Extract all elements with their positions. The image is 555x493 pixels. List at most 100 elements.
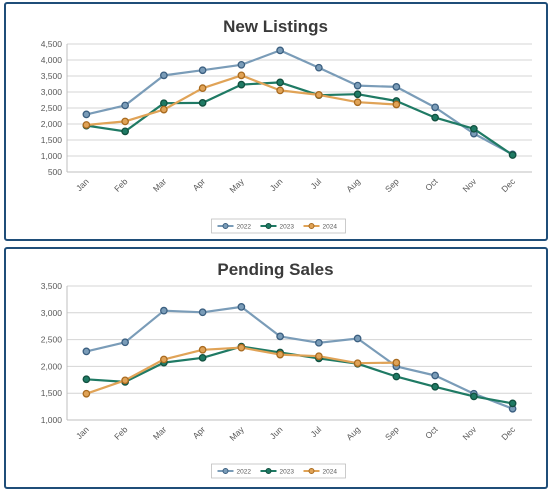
- x-tick-label: Mar: [151, 176, 169, 194]
- y-tick-label: 3,000: [41, 308, 63, 318]
- x-tick-label: Dec: [499, 424, 517, 442]
- data-point-2023-dec: [508, 399, 517, 408]
- x-tick-label: Oct: [423, 176, 440, 193]
- x-tick-label: Nov: [461, 176, 479, 194]
- y-tick-label: 3,500: [41, 71, 63, 81]
- legend-label-2023: 2023: [280, 468, 295, 475]
- data-point-2024-feb: [121, 117, 129, 126]
- data-point-2022-feb: [121, 338, 129, 347]
- x-tick-label: Sep: [383, 424, 401, 442]
- y-tick-label: 1,500: [41, 388, 63, 398]
- data-point-2023-feb: [121, 127, 129, 136]
- legend-marker-2024: [308, 468, 315, 474]
- x-tick-label: Jun: [268, 424, 285, 441]
- data-point-2024-mar: [160, 105, 168, 114]
- legend-marker-2022: [222, 468, 229, 474]
- new-listings-chart-panel: New Listings 500 1,000 1,500 2,000 2,500 3,000…: [4, 2, 548, 241]
- data-point-2024-jan: [82, 121, 91, 129]
- data-point-2022-oct: [431, 371, 439, 380]
- data-point-2022-may: [237, 303, 246, 311]
- data-point-2023-jun: [276, 78, 284, 87]
- data-point-2022-jan: [82, 110, 91, 119]
- chart-title: Pending Sales: [217, 260, 333, 279]
- data-point-2024-sep: [392, 358, 401, 367]
- data-point-2023-nov: [470, 392, 478, 401]
- data-point-2023-mar: [160, 99, 168, 108]
- legend-marker-2023: [265, 468, 272, 474]
- x-tick-label: May: [227, 424, 246, 443]
- x-tick-label: Oct: [423, 424, 440, 441]
- data-point-2023-sep: [392, 372, 401, 381]
- data-point-2024-jun: [276, 350, 284, 359]
- data-point-2024-feb: [121, 376, 129, 385]
- series-line-2023: [86, 81, 514, 156]
- x-tick-label: Feb: [112, 424, 130, 442]
- x-tick-label: Aug: [344, 176, 362, 194]
- data-point-2024-jul: [315, 91, 323, 99]
- y-tick-label: 1,000: [41, 151, 63, 161]
- data-point-2024-may: [237, 343, 246, 352]
- data-point-2023-jan: [82, 375, 91, 384]
- series-line-2022: [86, 305, 513, 410]
- data-point-2022-oct: [431, 103, 439, 112]
- y-tick-label: 3,500: [41, 281, 63, 291]
- data-point-2023-may: [237, 80, 246, 89]
- y-tick-label: 2,500: [41, 103, 63, 113]
- data-point-2023-apr: [198, 99, 207, 107]
- y-tick-label: 3,000: [41, 87, 63, 97]
- legend-marker-2024: [308, 223, 315, 229]
- x-tick-label: Jun: [268, 176, 285, 193]
- x-tick-label: Mar: [151, 424, 169, 442]
- series-line-2024: [86, 346, 397, 395]
- y-tick-label: 500: [48, 167, 62, 177]
- new-listings-chart: New Listings 500 1,000 1,500 2,000 2,500 3,000…: [41, 17, 532, 234]
- x-tick-label: Feb: [112, 176, 130, 194]
- x-tick-label: Jul: [309, 424, 324, 439]
- data-point-2024-may: [237, 71, 246, 80]
- data-point-2022-jul: [315, 63, 323, 72]
- x-tick-label: Jul: [309, 176, 324, 191]
- y-tick-label: 4,500: [41, 39, 63, 49]
- data-point-2023-apr: [198, 353, 207, 362]
- x-tick-label: Sep: [383, 176, 401, 194]
- data-point-2022-feb: [121, 101, 129, 110]
- data-point-2024-apr: [198, 84, 207, 93]
- data-point-2022-jan: [82, 347, 91, 356]
- data-point-2022-may: [237, 60, 246, 69]
- legend-label-2024: 2024: [323, 468, 338, 475]
- data-point-2022-jun: [276, 46, 284, 55]
- x-tick-label: Jan: [74, 424, 91, 441]
- x-tick-label: Nov: [461, 424, 479, 442]
- data-point-2024-jul: [315, 352, 323, 361]
- legend-label-2024: 2024: [323, 223, 338, 230]
- data-point-2022-apr: [198, 66, 207, 75]
- data-point-2023-oct: [431, 382, 439, 391]
- data-point-2022-apr: [198, 308, 207, 317]
- data-point-2023-aug: [353, 90, 362, 99]
- pending-sales-chart: Pending Sales 1,000 1,500 2,000 2,500 3,000 3,…: [41, 260, 532, 479]
- y-tick-label: 4,000: [41, 55, 63, 65]
- y-tick-label: 1,500: [41, 135, 63, 145]
- x-tick-label: Apr: [191, 424, 208, 441]
- legend-box: [211, 463, 346, 479]
- x-tick-label: Dec: [499, 176, 517, 194]
- legend-marker-2022: [222, 223, 229, 229]
- legend-label-2022: 2022: [237, 223, 252, 230]
- legend-label-2023: 2023: [280, 223, 295, 230]
- data-point-2023-nov: [470, 124, 478, 133]
- data-point-2023-oct: [431, 113, 439, 122]
- x-tick-label: Aug: [344, 424, 362, 442]
- data-point-2024-jan: [82, 389, 91, 398]
- x-tick-label: Apr: [191, 176, 208, 193]
- legend-box: [211, 218, 346, 234]
- data-point-2022-aug: [353, 81, 362, 90]
- y-tick-label: 2,000: [41, 361, 63, 371]
- data-point-2024-jun: [276, 86, 284, 95]
- data-point-2022-mar: [160, 71, 168, 80]
- y-tick-label: 1,000: [41, 415, 63, 425]
- chart-title: New Listings: [223, 17, 328, 36]
- data-point-2022-jun: [276, 332, 284, 341]
- y-tick-label: 2,500: [41, 335, 63, 345]
- x-tick-label: May: [227, 176, 246, 195]
- legend-marker-2023: [265, 223, 272, 229]
